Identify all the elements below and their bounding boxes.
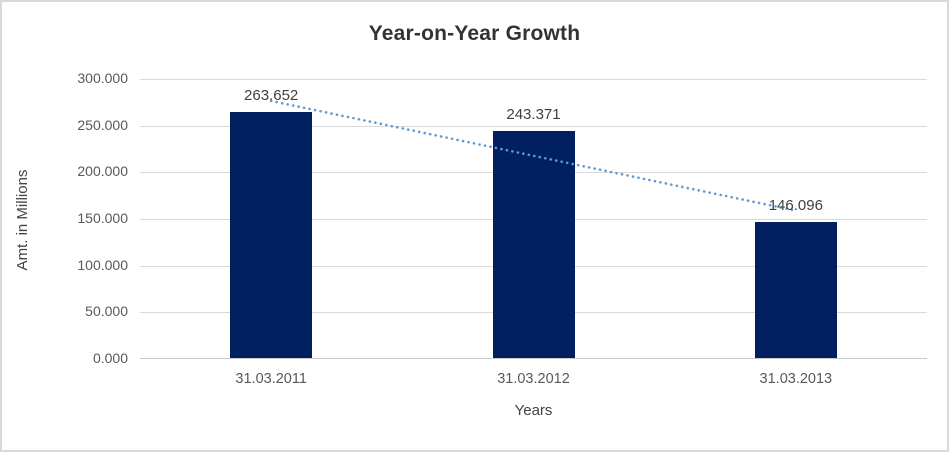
x-tick-label: 31.03.2012 xyxy=(497,371,570,387)
data-label: 146.096 xyxy=(768,196,823,214)
chart-title: Year-on-Year Growth xyxy=(368,22,581,45)
y-tick-label: 300.000 xyxy=(77,70,128,86)
y-tick-label: 200.000 xyxy=(77,163,128,180)
bar-31.03.2013 xyxy=(754,221,837,358)
y-tick-label: 250.000 xyxy=(77,116,128,133)
y-tick-label: 100.000 xyxy=(77,256,128,273)
plot-area: 263.652 243.371 146.096 xyxy=(140,79,927,359)
bar-31.03.2012 xyxy=(492,130,575,358)
y-axis-title: Amt. in Millions xyxy=(14,169,31,271)
data-label: 243.371 xyxy=(506,105,561,123)
x-tick-label: 31.03.2013 xyxy=(759,371,833,387)
x-axis-line xyxy=(140,358,927,359)
y-tick-label: 50.000 xyxy=(85,303,128,320)
gridline xyxy=(140,79,927,80)
y-tick-label: 150.000 xyxy=(77,210,128,226)
x-axis-title: Years xyxy=(514,402,553,419)
bar-31.03.2011 xyxy=(230,111,313,358)
x-tick-label: 31.03.2011 xyxy=(235,371,307,387)
y-tick-label: 0.000 xyxy=(92,350,128,366)
data-label: 263.652 xyxy=(244,86,299,104)
